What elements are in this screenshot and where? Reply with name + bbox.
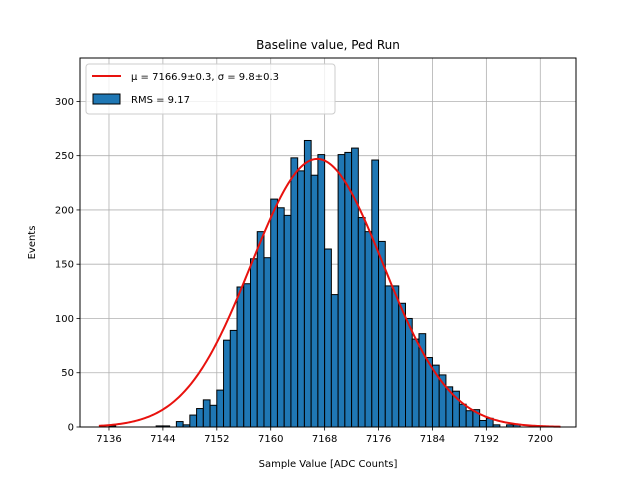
- y-tick-label: 50: [61, 368, 74, 379]
- legend-rms-label: RMS = 9.17: [131, 95, 190, 106]
- y-tick-label: 150: [55, 260, 74, 271]
- x-axis-ticks: 7136 7144 7152 7160 7168 7176 7184 7192 7200: [96, 427, 553, 445]
- y-axis-label: Events: [27, 226, 38, 260]
- histogram-bar: [371, 159, 380, 428]
- histogram-bar: [196, 408, 204, 428]
- y-tick-label: 250: [55, 151, 74, 162]
- histogram-bar: [465, 410, 474, 428]
- y-tick-label: 300: [55, 97, 74, 108]
- y-axis-ticks: 0 50 100 150 200 250 300: [55, 97, 80, 434]
- histogram-bar: [243, 283, 251, 428]
- x-tick-label: 7168: [312, 434, 337, 445]
- histogram-bar: [310, 174, 319, 428]
- histogram-bar: [270, 198, 278, 428]
- legend-box: [85, 63, 336, 115]
- histogram-bar: [263, 257, 272, 428]
- histogram-bar: [411, 338, 420, 428]
- histogram-bar: [290, 157, 299, 428]
- legend: μ = 7166.9±0.3, σ = 9.8±0.3 RMS = 9.17: [85, 63, 336, 115]
- y-tick-label: 100: [55, 314, 74, 325]
- histogram-bar: [391, 285, 400, 428]
- x-tick-label: 7136: [96, 434, 121, 445]
- histogram-bar: [317, 154, 326, 428]
- legend-fit-label: μ = 7166.9±0.3, σ = 9.8±0.3: [131, 72, 279, 83]
- histogram-bar: [351, 147, 359, 428]
- x-tick-label: 7184: [420, 434, 445, 445]
- histogram-bar: [250, 258, 258, 428]
- histogram-bar: [216, 389, 225, 428]
- histogram-bars: [108, 139, 521, 428]
- histogram-bar: [357, 217, 366, 428]
- histogram-bar: [283, 214, 292, 428]
- histogram-bar: [276, 207, 285, 428]
- legend-rms-swatch: [92, 93, 121, 105]
- histogram-bar: [479, 419, 487, 428]
- plot-frame: [79, 57, 577, 428]
- histogram-bar: [384, 285, 393, 428]
- x-axis-label: Sample Value [ADC Counts]: [259, 459, 398, 470]
- histogram-bar: [364, 231, 373, 428]
- histogram-bar: [398, 302, 406, 428]
- y-tick-label: 0: [68, 423, 74, 434]
- histogram-bar: [223, 339, 231, 428]
- histogram-bar: [175, 421, 184, 428]
- x-tick-label: 7192: [474, 434, 499, 445]
- y-tick-label: 200: [55, 205, 74, 216]
- x-tick-label: 7160: [258, 434, 283, 445]
- x-tick-label: 7176: [366, 434, 391, 445]
- histogram-bar: [458, 403, 467, 428]
- histogram-bar: [209, 404, 218, 428]
- histogram-bar: [236, 286, 245, 428]
- histogram-bar: [189, 414, 198, 428]
- histogram-bar: [344, 151, 353, 428]
- histogram-bar: [256, 231, 265, 428]
- chart-title: Baseline value, Ped Run: [256, 38, 400, 52]
- histogram-bar: [405, 317, 413, 428]
- histogram-bar: [303, 139, 312, 428]
- histogram-bar: [324, 248, 332, 428]
- histogram-bar: [297, 170, 305, 428]
- histogram-bar: [202, 399, 211, 428]
- histogram-bar: [337, 154, 346, 428]
- histogram-bar: [330, 294, 339, 428]
- x-tick-label: 7144: [150, 434, 175, 445]
- histogram-bar: [229, 329, 238, 428]
- x-tick-label: 7152: [204, 434, 229, 445]
- gaussian-fit-curve: [98, 157, 561, 428]
- x-tick-label: 7200: [528, 434, 553, 445]
